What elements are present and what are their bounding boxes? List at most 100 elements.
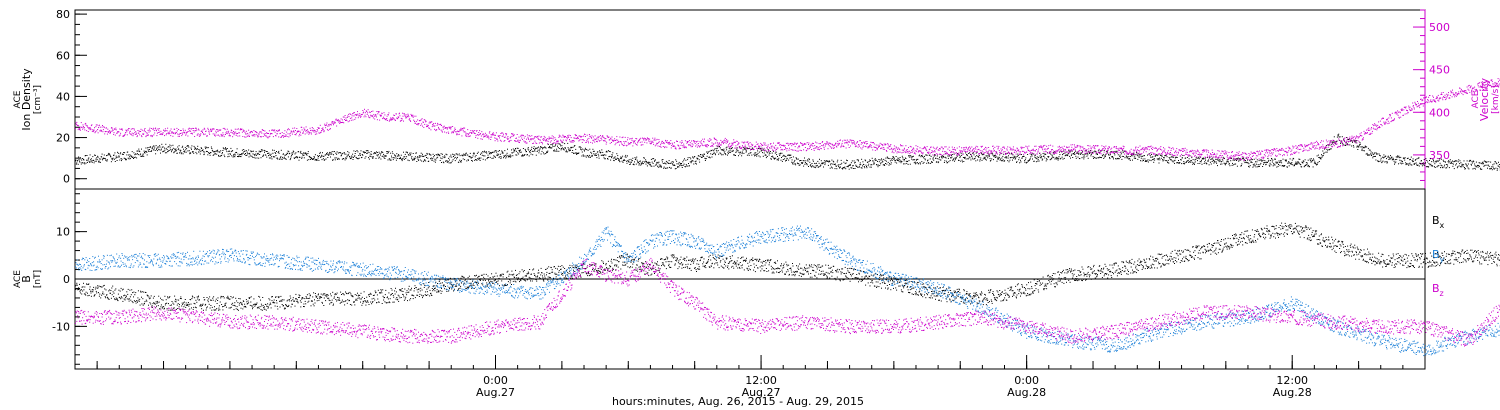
data-point	[731, 147, 732, 149]
data-point	[683, 163, 685, 165]
data-point	[372, 110, 374, 112]
data-point	[227, 156, 229, 158]
data-point	[98, 161, 99, 163]
data-point	[1121, 155, 1123, 157]
data-point	[667, 167, 669, 169]
data-point	[774, 152, 776, 154]
data-point	[380, 115, 381, 117]
data-point	[1466, 160, 1468, 162]
data-point	[1465, 164, 1467, 166]
data-point	[802, 162, 804, 164]
data-point	[714, 153, 716, 155]
data-point	[468, 159, 469, 161]
data-point	[184, 151, 186, 153]
data-point	[382, 152, 384, 153]
data-point	[580, 149, 582, 151]
data-point	[297, 156, 299, 158]
data-point	[543, 153, 545, 155]
data-point	[1453, 168, 1455, 170]
data-point	[947, 157, 949, 159]
data-point	[490, 152, 492, 153]
data-point	[364, 152, 365, 154]
data-point	[101, 129, 103, 131]
data-point	[1024, 161, 1026, 163]
data-point	[1066, 155, 1068, 157]
data-point	[864, 167, 866, 169]
data-point	[885, 163, 886, 164]
data-point	[1062, 154, 1063, 156]
data-point	[277, 158, 279, 160]
data-point	[1460, 162, 1462, 164]
data-point	[1432, 158, 1434, 160]
data-point	[1057, 159, 1059, 161]
data-point	[657, 166, 659, 168]
data-point	[535, 147, 537, 149]
data-point	[1407, 157, 1409, 159]
data-point	[992, 154, 994, 156]
data-point	[1224, 157, 1225, 159]
data-point	[1277, 165, 1279, 167]
data-point	[268, 136, 270, 138]
data-point	[151, 148, 153, 150]
data-point	[87, 158, 89, 160]
data-point	[1020, 159, 1021, 161]
data-point	[761, 147, 763, 149]
data-point	[331, 153, 333, 155]
data-point	[717, 145, 719, 147]
data-point	[222, 134, 223, 136]
data-point	[131, 155, 133, 157]
data-point	[1169, 154, 1171, 156]
data-point	[327, 125, 329, 127]
data-point	[124, 158, 126, 160]
data-point	[645, 163, 647, 165]
data-point	[206, 151, 208, 153]
data-point	[168, 133, 170, 135]
data-point	[1227, 161, 1229, 163]
data-point	[187, 135, 189, 137]
data-point	[830, 164, 832, 166]
data-point	[380, 154, 381, 156]
data-point	[210, 129, 212, 131]
data-point	[89, 154, 91, 156]
data-point	[345, 158, 347, 160]
data-point	[243, 130, 245, 132]
data-point	[353, 156, 354, 158]
data-point	[811, 163, 813, 164]
data-point	[1137, 155, 1139, 157]
data-point	[507, 148, 508, 150]
data-point	[220, 133, 222, 135]
data-point	[1145, 160, 1147, 161]
data-point	[1158, 162, 1160, 164]
data-point	[697, 158, 699, 159]
data-point	[565, 147, 566, 149]
data-point	[422, 153, 423, 155]
data-point	[646, 161, 648, 163]
data-point	[1364, 145, 1366, 147]
data-point	[447, 160, 449, 162]
data-point	[131, 132, 133, 134]
data-point	[441, 125, 442, 126]
data-point	[75, 159, 77, 161]
data-point	[263, 133, 265, 135]
data-point	[1423, 159, 1425, 161]
data-point	[782, 159, 784, 160]
data-point	[80, 158, 82, 160]
data-point	[690, 158, 692, 160]
data-point	[279, 158, 281, 160]
data-point	[214, 151, 215, 153]
data-point	[621, 160, 623, 162]
data-point	[999, 154, 1001, 156]
data-point	[1099, 156, 1101, 158]
data-point	[1479, 167, 1481, 169]
data-point	[486, 158, 488, 160]
data-point	[515, 150, 517, 152]
data-point	[407, 115, 408, 117]
data-point	[404, 156, 406, 158]
data-point	[424, 123, 426, 125]
data-point	[429, 121, 431, 123]
data-point	[129, 133, 131, 135]
data-point	[472, 130, 474, 132]
data-point	[742, 149, 744, 151]
data-point	[819, 158, 820, 160]
data-point	[1156, 154, 1158, 156]
